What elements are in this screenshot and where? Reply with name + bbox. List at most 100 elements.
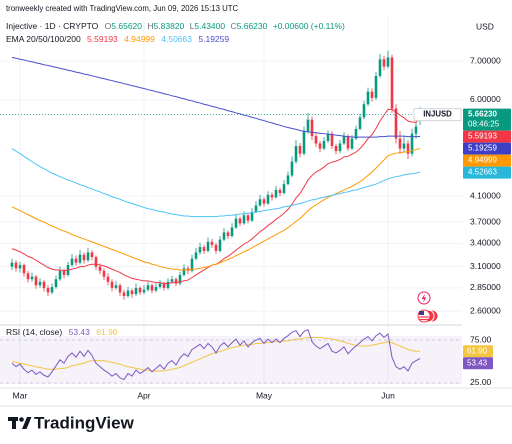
y-tick-label: 6.00000: [470, 94, 501, 104]
ema-badge-box: [463, 130, 511, 143]
candle-body: [62, 270, 66, 275]
candle-body: [126, 290, 130, 297]
candle-body: [174, 279, 178, 284]
candle-body: [230, 227, 234, 237]
candle-body: [190, 258, 194, 271]
candle-body: [210, 241, 214, 245]
candle-body: [222, 232, 226, 240]
candle-body: [390, 57, 394, 109]
plot: 7.00000 6.00000 4.10000 3.70000 3.40000 3.100…: [0, 50, 511, 400]
rsi-value: 53.43: [69, 327, 91, 337]
ema-badge: 4.94999: [468, 156, 497, 165]
candle-body: [298, 146, 302, 154]
candle-body: [154, 287, 158, 291]
rsi-line: [11, 329, 421, 381]
candle-body: [338, 143, 342, 152]
ema-badge-box: [463, 154, 511, 167]
symbol-badge-box: [413, 108, 462, 122]
ema-value: 5.59193: [87, 34, 118, 44]
candle-body: [18, 265, 22, 269]
x-tick-label: May: [256, 390, 273, 400]
candle-body: [74, 258, 78, 263]
rsi-ma-value: 61.90: [96, 327, 118, 337]
candle-body: [402, 143, 406, 149]
candle-body: [382, 59, 386, 67]
candle-body: [106, 276, 110, 282]
ohlc-key: H: [147, 21, 153, 31]
candle-body: [82, 254, 86, 261]
rsi-badge: 53.43: [467, 358, 488, 367]
ohlc-key: C: [230, 21, 236, 31]
candle-body: [314, 136, 318, 144]
candle-body: [150, 285, 154, 291]
candle-body: [334, 146, 338, 152]
candle-body: [282, 184, 286, 194]
candle-body: [318, 143, 322, 149]
x-tick-label: Apr: [137, 390, 150, 400]
rsi-badge-box: [463, 345, 493, 358]
ohlc-value: 5.65620: [111, 21, 142, 31]
credit: tronweekly created with TradingView.com,…: [6, 4, 239, 13]
candle-body: [22, 265, 26, 274]
candle-body: [162, 283, 166, 288]
candle-body: [194, 252, 198, 259]
brand-logo: [8, 417, 32, 429]
candle-body: [158, 283, 162, 288]
candle-body: [354, 128, 358, 139]
candle-body: [278, 190, 282, 194]
candle-body: [226, 232, 230, 237]
rsi-legend: RSI (14, close) 53.43 61.90: [6, 327, 118, 337]
candle-body: [366, 91, 370, 105]
candle-body: [122, 292, 126, 297]
candle-body: [146, 285, 150, 290]
ema-title: EMA 20/50/100/200: [6, 34, 81, 44]
candle-body: [342, 136, 346, 144]
ema-badge-box: [463, 166, 511, 179]
candle-body: [46, 287, 50, 293]
candle-body: [114, 285, 118, 288]
candle-body: [218, 239, 222, 251]
y-tick-label: 7.00000: [470, 55, 501, 65]
y-tick-label: 3.40000: [470, 238, 501, 248]
candle-body: [130, 290, 134, 295]
candle-body: [362, 104, 366, 118]
ema-value: 5.19259: [198, 34, 229, 44]
symbol: Injective · 1D · CRYPTO: [6, 21, 99, 31]
candle-body: [26, 273, 30, 280]
candle-body: [246, 215, 250, 221]
candle-body: [406, 143, 410, 154]
candle-body: [302, 131, 306, 154]
logo-part: [22, 417, 32, 429]
candle-body: [98, 266, 102, 271]
candle-body: [266, 194, 270, 204]
candle-body: [86, 252, 90, 261]
y-tick-label: 3.10000: [470, 261, 501, 271]
y-tick-label: 2.85000: [470, 282, 501, 292]
y-tick-label: 3.70000: [470, 216, 501, 226]
candle-body: [346, 136, 350, 149]
candle-body: [398, 138, 402, 149]
candle-body: [14, 262, 18, 269]
ema-line: [11, 56, 421, 138]
ohlc-value: 5.43400: [194, 21, 225, 31]
ema-line: [11, 148, 421, 271]
ema-value: 4.94999: [124, 34, 155, 44]
candle-body: [386, 57, 390, 67]
x-tick-label: Jun: [381, 390, 395, 400]
y-tick-label: 25.00: [470, 377, 492, 387]
candle-body: [322, 141, 326, 149]
brand: TradingView: [34, 413, 135, 432]
candle-body: [170, 279, 174, 282]
alert-icons: [417, 291, 439, 323]
y-tick-label: 2.60000: [470, 305, 501, 315]
candle-body: [270, 194, 274, 198]
candle-body: [50, 287, 54, 293]
candle-body: [394, 108, 398, 139]
candle-body: [198, 247, 202, 253]
candle-body: [58, 270, 62, 280]
candle-body: [330, 133, 334, 147]
candle-body: [326, 133, 330, 142]
y-tick-label: 4.10000: [470, 190, 501, 200]
candle-body: [178, 274, 182, 284]
